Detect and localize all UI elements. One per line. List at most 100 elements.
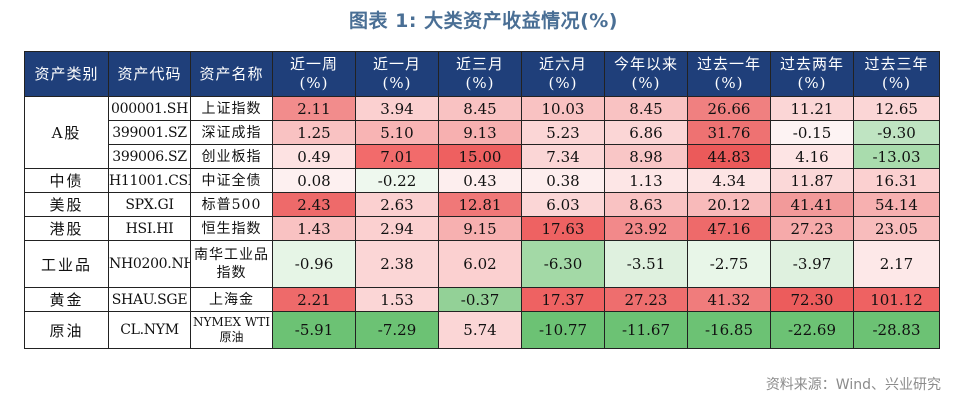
table-body: A股 000001.SH 上证指数 2.11 3.94 8.45 10.03 8.45 26.6… — [24, 96, 940, 349]
asset-code: HSI.HI — [108, 216, 191, 241]
table-row: 399006.SZ 创业板指 0.49 7.01 15.00 7.34 8.98 44.83 4… — [25, 144, 940, 169]
return-value: 2.38 — [355, 240, 439, 288]
return-value: 7.34 — [521, 144, 605, 169]
return-value: -28.83 — [853, 311, 940, 349]
return-value: 72.30 — [770, 287, 854, 312]
return-value: 7.01 — [355, 144, 439, 169]
return-value: 1.13 — [604, 168, 688, 193]
return-value: -2.75 — [687, 240, 771, 288]
return-value: 27.23 — [604, 287, 688, 312]
return-value: 5.23 — [521, 120, 605, 145]
header-period: 今年以来 (%) — [604, 51, 688, 97]
header-period: 近一月 (%) — [355, 51, 439, 97]
return-value: 3.94 — [355, 96, 439, 121]
return-value: 2.63 — [355, 192, 439, 217]
asset-name: 上海金 — [190, 287, 273, 312]
return-value: -6.30 — [521, 240, 605, 288]
return-value: 5.74 — [438, 311, 522, 349]
table-row: 工业品NH0200.NHF南华工业品指数-0.962.386.02-6.30-3… — [24, 240, 940, 288]
header-period: 过去三年 (%) — [853, 51, 940, 97]
return-value: 17.37 — [521, 287, 605, 312]
return-value: 2.21 — [272, 287, 356, 312]
header-period: 近一周 (%) — [272, 51, 356, 97]
return-value: 23.92 — [604, 216, 688, 241]
table-row: 原油 CL.NYM NYMEX WTI原油 -5.91 -7.29 5.74 -10.77-… — [24, 311, 940, 349]
return-value: -0.22 — [355, 168, 439, 193]
asset-return-table: 资产类别 资产代码 资产名称 近一周 (%) 近一月 (%) 近三月 (%) 近六月(… — [24, 51, 940, 349]
return-value: -5.91 — [272, 311, 356, 349]
header-period: 近六月 (%) — [521, 51, 605, 97]
return-value: 2.94 — [355, 216, 439, 241]
return-value: 9.15 — [438, 216, 522, 241]
asset-code: SPX.GI — [108, 192, 191, 217]
asset-name: 恒生指数 — [190, 216, 273, 241]
header-name: 资产名称 — [190, 51, 273, 97]
return-value: 15.00 — [438, 144, 522, 169]
asset-code: NH0200.NHF — [108, 240, 191, 288]
return-value: 4.34 — [687, 168, 771, 193]
asset-name: 标普500 — [190, 192, 273, 217]
return-value: 11.21 — [770, 96, 854, 121]
table-row: 中债 H11001.CSI 中证全债 0.08 -0.22 0.43 0.38 1.13 4.3… — [24, 168, 940, 193]
return-value: 41.32 — [687, 287, 771, 312]
asset-name: 上证指数 — [190, 96, 273, 121]
return-value: 31.76 — [687, 120, 771, 145]
return-value: -10.77 — [521, 311, 605, 349]
asset-code: CL.NYM — [108, 311, 191, 349]
return-value: 6.86 — [604, 120, 688, 145]
return-value: 12.65 — [853, 96, 940, 121]
return-value: 17.63 — [521, 216, 605, 241]
return-value: 6.02 — [438, 240, 522, 288]
return-value: 5.10 — [355, 120, 439, 145]
return-value: -22.69 — [770, 311, 854, 349]
return-value: 26.66 — [687, 96, 771, 121]
asset-name: 南华工业品指数 — [190, 240, 273, 288]
asset-category: A股 — [24, 96, 109, 169]
header-period: 近三月 (%) — [438, 51, 522, 97]
return-value: 101.12 — [853, 287, 940, 312]
return-value: -7.29 — [355, 311, 439, 349]
chart-title: 图表 1: 大类资产收益情况(%) — [349, 10, 618, 32]
return-value: 1.25 — [272, 120, 356, 145]
return-value: 20.12 — [687, 192, 771, 217]
asset-code: 000001.SH — [108, 96, 191, 121]
return-value: 0.43 — [438, 168, 522, 193]
asset-category: 原油 — [24, 311, 109, 349]
table-row: 港股 HSI.HI 恒生指数 1.43 2.94 9.15 17.63 23.92 47.16 2… — [24, 216, 940, 241]
asset-name: 深证成指 — [190, 120, 273, 145]
source-note: 资料来源：Wind、兴业研究 — [765, 377, 941, 393]
table-row: 美股 SPX.GI 标普500 2.43 2.63 12.81 6.03 8.63 20.12 4… — [24, 192, 940, 217]
asset-name: 创业板指 — [190, 144, 273, 169]
return-value: 23.05 — [853, 216, 940, 241]
return-value: 2.43 — [272, 192, 356, 217]
asset-name: 中证全债 — [190, 168, 273, 193]
asset-code: 399006.SZ — [108, 144, 191, 169]
return-value: 0.49 — [272, 144, 356, 169]
header-period: 过去一年 (%) — [687, 51, 771, 97]
header-code: 资产代码 — [108, 51, 191, 97]
return-value: 10.03 — [521, 96, 605, 121]
header-period: 过去两年 (%) — [770, 51, 854, 97]
return-value: 27.23 — [770, 216, 854, 241]
asset-code: H11001.CSI — [108, 168, 191, 193]
return-value: 9.13 — [438, 120, 522, 145]
return-value: -9.30 — [853, 120, 940, 145]
return-value: 54.14 — [853, 192, 940, 217]
return-value: -3.51 — [604, 240, 688, 288]
return-value: 47.16 — [687, 216, 771, 241]
return-value: -11.67 — [604, 311, 688, 349]
return-value: 1.53 — [355, 287, 439, 312]
return-value: -16.85 — [687, 311, 771, 349]
table-row: A股 000001.SH 上证指数 2.11 3.94 8.45 10.03 8.45 26.6… — [24, 96, 940, 169]
asset-name: NYMEX WTI原油 — [190, 311, 273, 349]
header-row: 资产类别 资产代码 资产名称 近一周 (%) 近一月 (%) 近三月 (%) 近六月(… — [24, 51, 940, 97]
asset-code: 399001.SZ — [108, 120, 191, 145]
asset-category: 美股 — [24, 192, 109, 217]
return-value: 2.11 — [272, 96, 356, 121]
return-value: 4.16 — [770, 144, 854, 169]
asset-category: 中债 — [24, 168, 109, 193]
asset-category: 港股 — [24, 216, 109, 241]
return-value: 0.38 — [521, 168, 605, 193]
return-value: 16.31 — [853, 168, 940, 193]
return-value: -13.03 — [853, 144, 940, 169]
